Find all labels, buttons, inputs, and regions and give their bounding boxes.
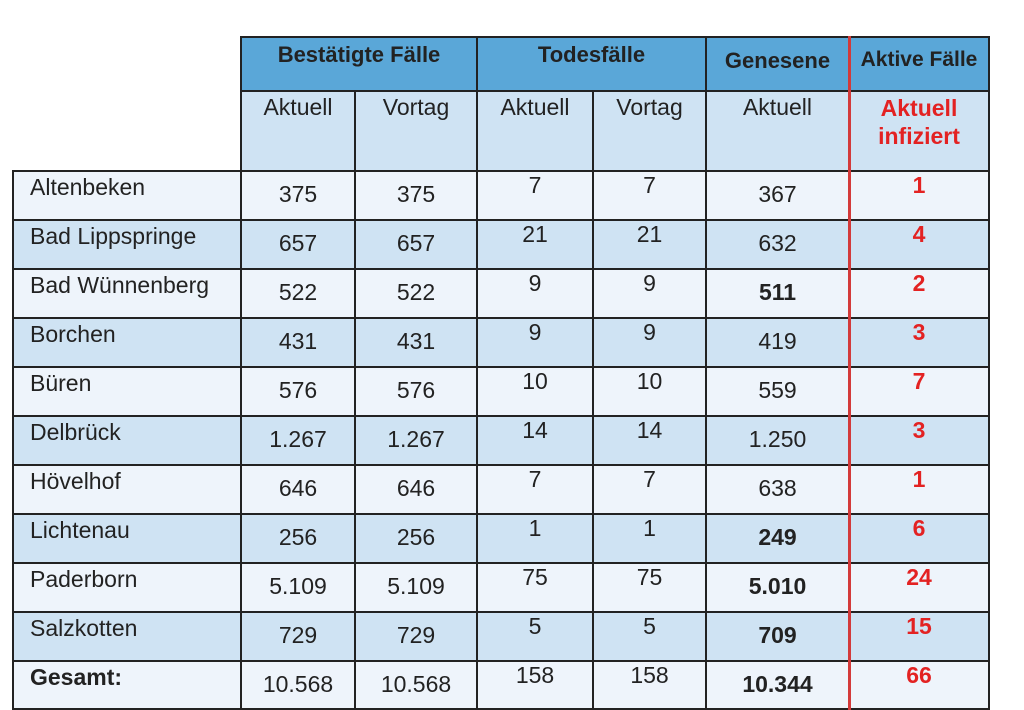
cell-best-vortag: 5.109 xyxy=(354,562,478,613)
cell-name: Salzkotten xyxy=(12,611,242,662)
subheader-aktuell-infiziert-label: Aktuell infiziert xyxy=(878,95,960,149)
cell-tod-vortag: 14 xyxy=(592,415,707,466)
cell-tod-aktuell: 75 xyxy=(476,562,594,613)
cell-tod-vortag: 5 xyxy=(592,611,707,662)
cell-tod-vortag: 9 xyxy=(592,268,707,319)
cell-aktiv: 3 xyxy=(848,317,990,368)
header-genesene-label: Genesene xyxy=(724,48,831,73)
cell-tod-aktuell: 158 xyxy=(476,660,594,710)
cell-name: Paderborn xyxy=(12,562,242,613)
cell-genesen: 5.010 xyxy=(705,562,850,613)
cell-best-aktuell: 256 xyxy=(240,513,356,564)
cell-aktiv: 6 xyxy=(848,513,990,564)
cell-tod-aktuell: 7 xyxy=(476,170,594,221)
cell-tod-vortag: 1 xyxy=(592,513,707,564)
cell-tod-aktuell: 21 xyxy=(476,219,594,270)
cell-tod-aktuell: 10 xyxy=(476,366,594,417)
cell-tod-vortag: 7 xyxy=(592,170,707,221)
subheader-tod-aktuell-label: Aktuell xyxy=(500,94,570,120)
cell-aktiv: 4 xyxy=(848,219,990,270)
header-bestaetigte-faelle-label: Bestätigte Fälle xyxy=(277,42,441,67)
subheader-tod-vortag: Vortag xyxy=(592,90,707,172)
cell-best-aktuell: 5.109 xyxy=(240,562,356,613)
cell-name: Gesamt: xyxy=(12,660,242,710)
cell-best-vortag: 10.568 xyxy=(354,660,478,710)
header-genesene: Genesene xyxy=(705,36,850,92)
cell-tod-vortag: 9 xyxy=(592,317,707,368)
cell-best-aktuell: 522 xyxy=(240,268,356,319)
cell-best-vortag: 431 xyxy=(354,317,478,368)
cell-best-vortag: 576 xyxy=(354,366,478,417)
cell-best-vortag: 729 xyxy=(354,611,478,662)
cell-genesen: 419 xyxy=(705,317,850,368)
cell-best-aktuell: 10.568 xyxy=(240,660,356,710)
subheader-best-aktuell-label: Aktuell xyxy=(263,94,333,120)
cell-name: Lichtenau xyxy=(12,513,242,564)
cell-tod-vortag: 75 xyxy=(592,562,707,613)
cell-tod-aktuell: 9 xyxy=(476,317,594,368)
cell-tod-aktuell: 7 xyxy=(476,464,594,515)
cell-tod-aktuell: 14 xyxy=(476,415,594,466)
cell-name: Delbrück xyxy=(12,415,242,466)
cell-best-vortag: 657 xyxy=(354,219,478,270)
cell-best-aktuell: 646 xyxy=(240,464,356,515)
header-bestaetigte-faelle: Bestätigte Fälle xyxy=(240,36,478,92)
cell-best-aktuell: 657 xyxy=(240,219,356,270)
cell-name: Hövelhof xyxy=(12,464,242,515)
subheader-tod-vortag-label: Vortag xyxy=(616,94,683,120)
cell-best-vortag: 646 xyxy=(354,464,478,515)
cell-aktiv: 1 xyxy=(848,170,990,221)
cell-best-aktuell: 729 xyxy=(240,611,356,662)
cell-best-vortag: 375 xyxy=(354,170,478,221)
header-todesfaelle: Todesfälle xyxy=(476,36,707,92)
cell-genesen: 249 xyxy=(705,513,850,564)
cell-tod-aktuell: 5 xyxy=(476,611,594,662)
cell-tod-aktuell: 1 xyxy=(476,513,594,564)
header-aktive-faelle-label: Aktive Fälle xyxy=(860,48,978,71)
cell-best-vortag: 1.267 xyxy=(354,415,478,466)
cell-aktiv: 24 xyxy=(848,562,990,613)
subheader-best-aktuell: Aktuell xyxy=(240,90,356,172)
subheader-tod-aktuell: Aktuell xyxy=(476,90,594,172)
cell-genesen: 709 xyxy=(705,611,850,662)
cell-name: Bad Lippspringe xyxy=(12,219,242,270)
cell-genesen: 632 xyxy=(705,219,850,270)
subheader-aktuell-infiziert: Aktuell infiziert xyxy=(848,90,990,172)
cell-aktiv: 2 xyxy=(848,268,990,319)
cell-aktiv: 7 xyxy=(848,366,990,417)
cell-aktiv: 15 xyxy=(848,611,990,662)
subheader-best-vortag-label: Vortag xyxy=(382,94,450,120)
subheader-genesene-aktuell-label: Aktuell xyxy=(742,94,813,120)
cell-genesen: 559 xyxy=(705,366,850,417)
cell-name: Borchen xyxy=(12,317,242,368)
cell-aktiv: 66 xyxy=(848,660,990,710)
cell-tod-aktuell: 9 xyxy=(476,268,594,319)
cell-genesen: 10.344 xyxy=(705,660,850,710)
cell-tod-vortag: 7 xyxy=(592,464,707,515)
cell-name: Altenbeken xyxy=(12,170,242,221)
cell-name: Bad Wünnenberg xyxy=(12,268,242,319)
cell-best-aktuell: 375 xyxy=(240,170,356,221)
cell-genesen: 367 xyxy=(705,170,850,221)
cell-aktiv: 3 xyxy=(848,415,990,466)
cell-name: Büren xyxy=(12,366,242,417)
cell-aktiv: 1 xyxy=(848,464,990,515)
cell-genesen: 638 xyxy=(705,464,850,515)
subheader-best-vortag: Vortag xyxy=(354,90,478,172)
cell-genesen: 511 xyxy=(705,268,850,319)
cell-best-vortag: 256 xyxy=(354,513,478,564)
cell-genesen: 1.250 xyxy=(705,415,850,466)
cell-tod-vortag: 158 xyxy=(592,660,707,710)
cell-tod-vortag: 10 xyxy=(592,366,707,417)
header-aktive-faelle: Aktive Fälle xyxy=(848,36,990,92)
cell-tod-vortag: 21 xyxy=(592,219,707,270)
active-cases-divider-line xyxy=(848,36,851,710)
cell-best-aktuell: 576 xyxy=(240,366,356,417)
header-todesfaelle-label: Todesfälle xyxy=(537,42,646,67)
subheader-genesene-aktuell: Aktuell xyxy=(705,90,850,172)
cell-best-vortag: 522 xyxy=(354,268,478,319)
cell-best-aktuell: 431 xyxy=(240,317,356,368)
cell-best-aktuell: 1.267 xyxy=(240,415,356,466)
